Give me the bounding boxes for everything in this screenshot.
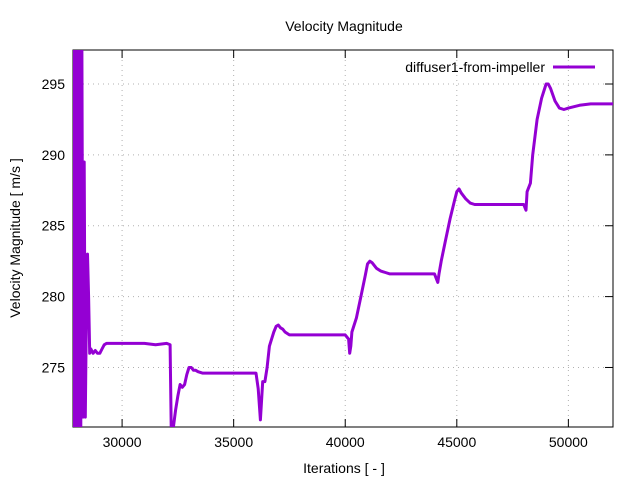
y-tick-label: 285 bbox=[42, 218, 66, 234]
x-axis-ticks: 30000 35000 40000 45000 50000 bbox=[103, 50, 588, 450]
y-tick-label: 290 bbox=[42, 147, 66, 163]
chart-title: Velocity Magnitude bbox=[285, 18, 403, 34]
series-line bbox=[73, 50, 613, 427]
x-axis-label: Iterations [ - ] bbox=[303, 460, 385, 476]
y-tick-label: 295 bbox=[42, 76, 66, 92]
series-group bbox=[73, 50, 613, 427]
y-tick-label: 275 bbox=[42, 359, 66, 375]
x-tick-label: 40000 bbox=[326, 434, 365, 450]
x-tick-label: 35000 bbox=[214, 434, 253, 450]
y-tick-label: 280 bbox=[42, 289, 66, 305]
plot-area bbox=[72, 49, 614, 428]
x-tick-label: 50000 bbox=[549, 434, 588, 450]
x-tick-label: 45000 bbox=[437, 434, 476, 450]
y-axis-label: Velocity Magnitude [ m/s ] bbox=[7, 158, 23, 318]
legend: diffuser1-from-impeller bbox=[405, 59, 595, 75]
grid bbox=[73, 50, 613, 427]
y-axis-ticks: 275 280 285 290 295 bbox=[42, 76, 613, 375]
x-tick-label: 30000 bbox=[103, 434, 142, 450]
legend-label: diffuser1-from-impeller bbox=[405, 59, 545, 75]
